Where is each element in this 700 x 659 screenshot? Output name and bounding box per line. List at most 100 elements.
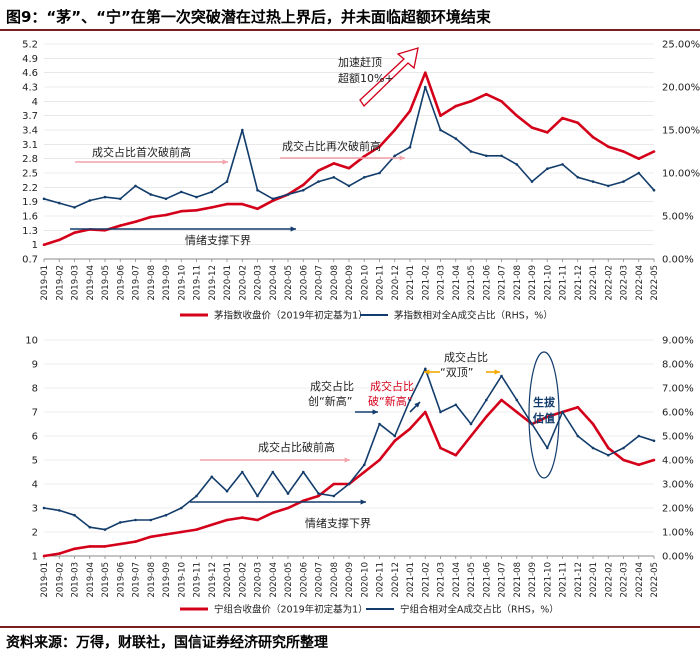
data-point [332,162,336,165]
x-tick-label: 2019-02 [55,562,65,598]
data-point [195,195,198,199]
data-point [134,540,137,543]
x-tick-label: 2022-04 [635,562,645,598]
x-tick-label: 2019-08 [147,265,157,301]
data-point [637,157,641,160]
first-break-arrow-head [222,159,228,165]
x-tick-label: 2020-01 [223,562,233,598]
x-tick-label: 2020-02 [238,562,248,598]
data-point [225,489,229,493]
data-point [530,126,534,129]
x-tick-label: 2019-12 [208,562,218,598]
data-point [271,197,275,201]
data-point [378,458,381,462]
data-point [88,545,92,548]
x-tick-label: 2019-07 [132,265,142,301]
right-tick-label: 6.00% [662,408,694,419]
data-point [363,176,366,179]
x-tick-label: 2019-03 [71,265,81,301]
data-point [637,434,641,438]
data-point [622,446,625,450]
data-point [180,530,183,534]
left-tick-label: 2.8 [22,154,38,165]
x-tick-label: 2020-02 [238,265,248,301]
data-point [378,145,381,148]
left-tick-label: 1.3 [22,226,38,237]
bottom-rule [0,626,700,628]
data-point [607,446,610,450]
right-tick-label: 4.00% [662,456,694,467]
data-point [119,542,122,546]
data-point [302,470,305,474]
data-point [210,206,214,209]
data-point [73,206,76,209]
data-point [454,403,458,407]
annotation-accel-1: 加速赶顶 [338,55,382,69]
data-point [103,195,107,199]
data-point [561,116,564,120]
data-point [88,199,92,202]
x-tick-label: 2021-08 [513,562,523,598]
left-tick-label: 2.5 [22,169,38,180]
x-tick-label: 2020-01 [223,265,233,301]
data-point [58,238,61,242]
x-tick-label: 2022-01 [589,265,599,301]
x-tick-label: 2020-06 [299,562,309,598]
x-tick-label: 2020-11 [376,562,386,598]
legend-label: 宁组合相对全A成交占比（RHS，%） [400,604,559,616]
data-point [42,197,46,201]
data-point [164,213,168,217]
annotation-break-prev: 成交占比破前高 [258,440,335,454]
x-tick-label: 2021-01 [406,265,416,301]
x-tick-label: 2019-12 [208,265,218,301]
x-tick-label: 2019-09 [162,265,172,301]
right-tick-label: 5.00% [662,432,694,443]
data-point [195,494,198,498]
data-point [378,422,381,426]
x-tick-label: 2019-03 [71,562,81,598]
data-point [225,202,229,206]
x-tick-label: 2019-11 [193,562,203,598]
data-point [546,446,549,450]
series-line-price [43,398,655,558]
new-high-arrow-head [372,409,378,415]
data-point [347,482,351,486]
support-arrow-head [290,226,296,232]
x-tick-label: 2020-08 [330,265,340,301]
x-tick-label: 2021-02 [421,265,431,301]
annotation-new-high-2: 创“新高” [308,394,352,408]
x-tick-label: 2020-11 [376,265,386,301]
x-tick-label: 2020-05 [284,265,294,301]
x-tick-label: 2022-05 [650,562,660,598]
data-point [119,521,122,524]
data-point [317,180,320,183]
left-tick-label: 9 [32,360,38,371]
x-tick-label: 2019-06 [116,562,126,598]
left-tick-label: 2.2 [22,183,38,194]
data-point [73,231,76,234]
annotation-break-high-1: 成交占比 [370,379,414,393]
data-point [347,166,351,170]
right-tick-label: 9.00% [662,336,694,347]
legend-label: 茅指数收盘价（2019年初定基为1） [214,310,368,322]
annotation-double-top-2: “双顶” [440,366,473,379]
data-point [180,209,183,213]
x-tick-label: 2019-01 [40,562,50,598]
x-tick-label: 2020-07 [315,265,325,301]
data-point [180,506,183,510]
annotation-support: 情绪支撑下界 [185,233,251,247]
right-tick-label: 5.00% [662,212,694,223]
data-point [256,207,259,211]
data-point [652,188,656,192]
data-point [42,506,46,510]
data-point [378,171,381,175]
top-rule [0,29,700,31]
left-tick-label: 3.4 [22,126,38,137]
data-point [88,525,92,529]
data-point [591,135,595,139]
data-point [561,163,564,166]
data-point [119,224,122,227]
source-note: 资料来源：万得，财联社，国信证券经济研究所整理 [6,635,328,651]
annotation-break-high-2: 破“新高” [368,394,412,408]
